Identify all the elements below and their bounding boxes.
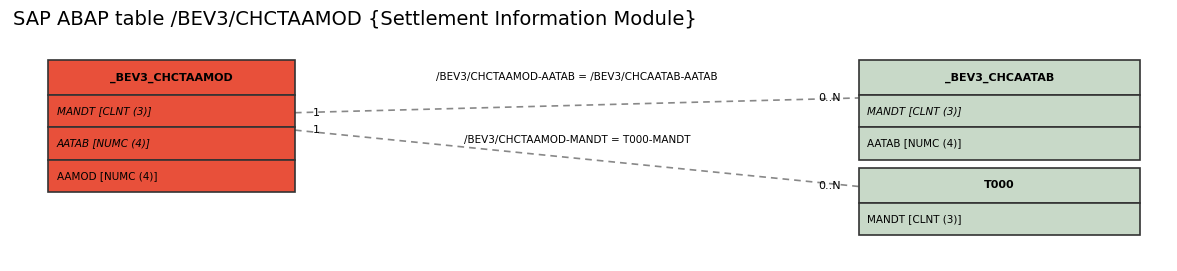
Text: /BEV3/CHCTAAMOD-MANDT = T000-MANDT: /BEV3/CHCTAAMOD-MANDT = T000-MANDT bbox=[464, 135, 690, 145]
Text: 0..N: 0..N bbox=[818, 182, 840, 192]
Text: MANDT [CLNT (3)]: MANDT [CLNT (3)] bbox=[866, 214, 962, 224]
FancyBboxPatch shape bbox=[48, 60, 295, 95]
Text: T000: T000 bbox=[984, 180, 1015, 190]
Text: _BEV3_CHCAATAB: _BEV3_CHCAATAB bbox=[945, 73, 1055, 83]
Text: SAP ABAP table /BEV3/CHCTAAMOD {Settlement Information Module}: SAP ABAP table /BEV3/CHCTAAMOD {Settleme… bbox=[13, 9, 697, 28]
Text: /BEV3/CHCTAAMOD-AATAB = /BEV3/CHCAATAB-AATAB: /BEV3/CHCTAAMOD-AATAB = /BEV3/CHCAATAB-A… bbox=[435, 72, 718, 82]
Text: AATAB [NUMC (4)]: AATAB [NUMC (4)] bbox=[56, 138, 151, 149]
Text: _BEV3_CHCTAAMOD: _BEV3_CHCTAAMOD bbox=[111, 73, 233, 83]
FancyBboxPatch shape bbox=[48, 160, 295, 192]
Text: 1: 1 bbox=[313, 125, 320, 135]
FancyBboxPatch shape bbox=[858, 202, 1141, 235]
FancyBboxPatch shape bbox=[48, 95, 295, 127]
Text: AAMOD [NUMC (4)]: AAMOD [NUMC (4)] bbox=[56, 171, 157, 181]
FancyBboxPatch shape bbox=[858, 95, 1141, 127]
Text: 0..N: 0..N bbox=[818, 93, 840, 103]
FancyBboxPatch shape bbox=[858, 168, 1141, 202]
Text: MANDT [CLNT (3)]: MANDT [CLNT (3)] bbox=[866, 106, 962, 116]
FancyBboxPatch shape bbox=[48, 127, 295, 160]
Text: MANDT [CLNT (3)]: MANDT [CLNT (3)] bbox=[56, 106, 151, 116]
FancyBboxPatch shape bbox=[858, 60, 1141, 95]
FancyBboxPatch shape bbox=[858, 127, 1141, 160]
Text: 1: 1 bbox=[313, 108, 320, 118]
Text: AATAB [NUMC (4)]: AATAB [NUMC (4)] bbox=[866, 138, 962, 149]
